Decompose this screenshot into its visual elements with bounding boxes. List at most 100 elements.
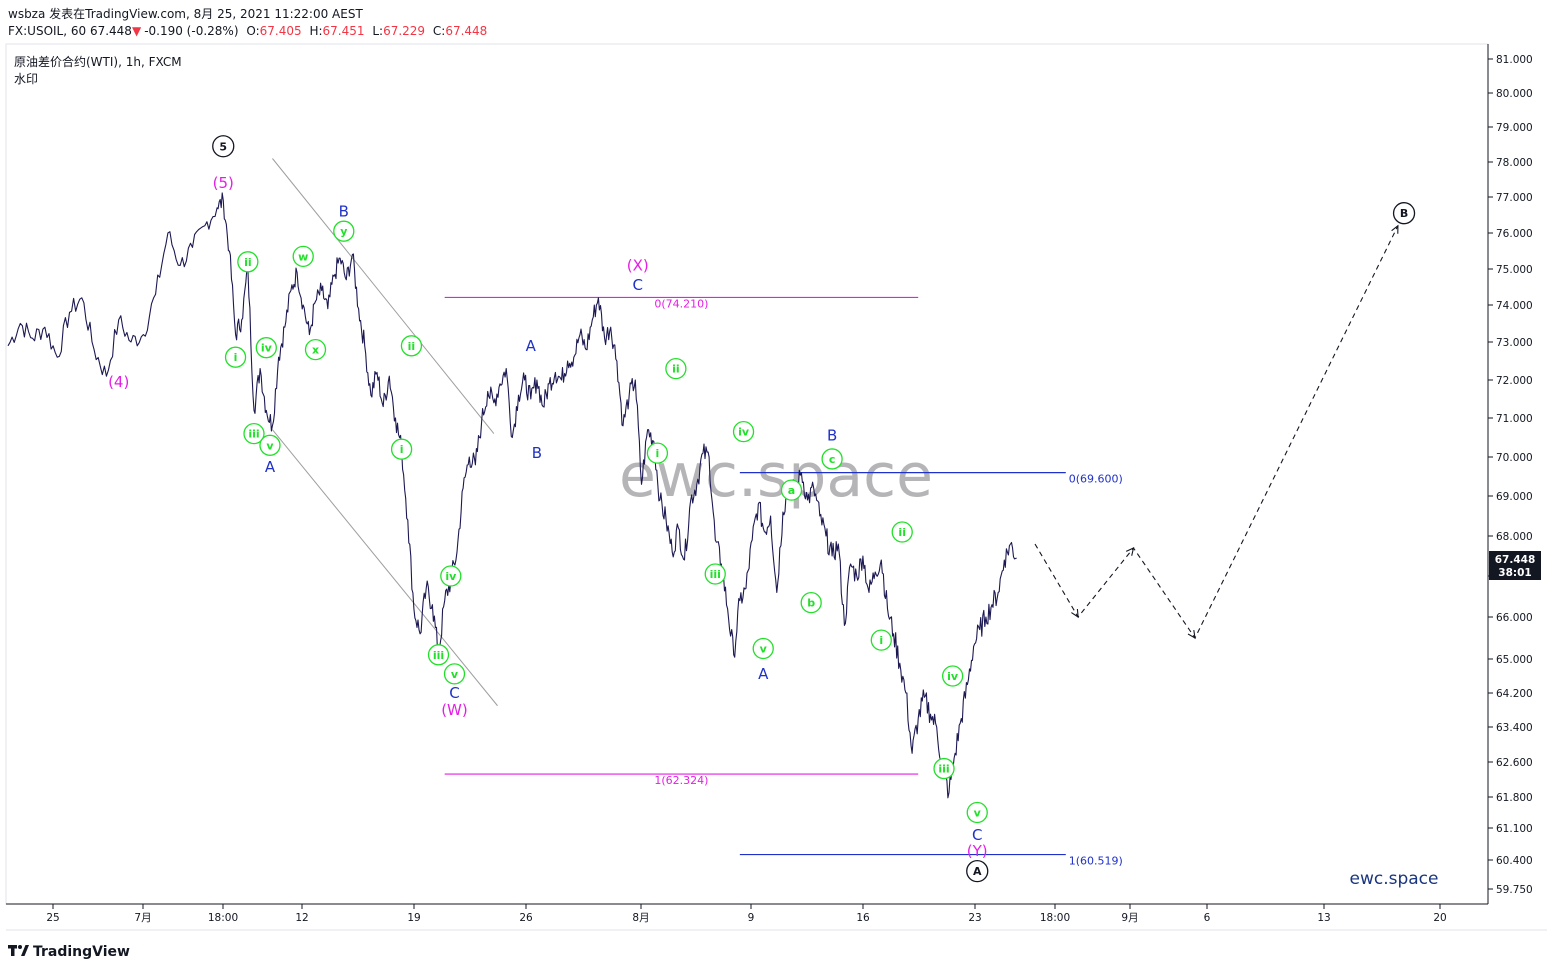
- wave-label[interactable]: ii: [400, 335, 423, 357]
- wave-label[interactable]: w: [292, 245, 314, 268]
- chart-title: 原油差价合约(WTI), 1h, FXCM: [14, 54, 182, 69]
- wave-label[interactable]: 5: [212, 135, 235, 158]
- wave-label[interactable]: iv: [732, 420, 755, 443]
- price-tick-label: 64.200: [1496, 688, 1533, 700]
- fib-level-label: 0(69.600): [1069, 473, 1123, 486]
- time-tick-label: 20: [1433, 912, 1446, 924]
- open-value: 67.405: [260, 24, 302, 38]
- wave-label-text: iv: [261, 342, 273, 355]
- wave-label[interactable]: iii: [243, 422, 265, 445]
- wave-label-text: (4): [108, 373, 129, 391]
- wave-label[interactable]: c: [821, 448, 843, 470]
- publish-info: wsbza 发表在TradingView.com, 8月 25, 2021 11…: [8, 6, 363, 21]
- wave-label-text: i: [879, 634, 883, 647]
- projection-arrow: [1391, 224, 1399, 234]
- wave-label-circle: [966, 860, 989, 883]
- current-price-box: [1489, 551, 1541, 580]
- wave-label-circle: [941, 665, 964, 687]
- wave-label-text: v: [974, 807, 982, 820]
- wave-label[interactable]: (5): [213, 174, 234, 192]
- wave-label-circle: [732, 420, 755, 443]
- wave-label-text: (Y): [967, 842, 988, 860]
- wave-label-text: (5): [213, 174, 234, 192]
- chart-subtitle: 水印: [14, 72, 38, 86]
- wave-label[interactable]: iv: [440, 565, 462, 587]
- wave-label-circle: [966, 801, 988, 824]
- wave-label-text: ii: [408, 340, 416, 353]
- wave-label-text: v: [760, 643, 768, 656]
- price-tick-label: 76.000: [1496, 228, 1533, 240]
- wave-label[interactable]: v: [443, 663, 466, 685]
- wave-label-circle: [870, 629, 892, 651]
- wave-label[interactable]: C: [449, 684, 459, 702]
- projection-path: [1034, 224, 1399, 640]
- wave-label[interactable]: b: [800, 592, 822, 614]
- wave-label[interactable]: a: [780, 479, 803, 501]
- price-tick-label: 66.000: [1496, 612, 1533, 624]
- down-arrow-icon: ▼: [132, 24, 142, 38]
- price-tick-label: 73.000: [1496, 337, 1533, 349]
- wave-label-circle: [255, 337, 277, 359]
- price-series: [7, 192, 1017, 799]
- wave-label[interactable]: v: [259, 434, 281, 456]
- projection-arrow: [1071, 608, 1079, 619]
- wave-label-text: C: [449, 684, 459, 702]
- wave-label-text: A: [265, 458, 276, 476]
- wave-label[interactable]: iii: [704, 563, 726, 585]
- price-tick-label: 71.000: [1496, 413, 1533, 425]
- wave-label-text: ii: [898, 526, 906, 539]
- projection-arrow: [1125, 547, 1135, 556]
- wave-label[interactable]: y: [333, 220, 355, 242]
- wave-label[interactable]: A: [758, 665, 769, 683]
- wave-label-circle: [443, 663, 466, 685]
- wave-label[interactable]: B: [1392, 202, 1416, 225]
- wave-label-text: ii: [672, 363, 680, 376]
- price-tick-label: 80.000: [1496, 88, 1533, 100]
- wave-label[interactable]: ii: [665, 357, 687, 380]
- wave-label[interactable]: iv: [255, 337, 277, 359]
- wave-label[interactable]: ii: [237, 251, 259, 273]
- wave-label[interactable]: i: [390, 438, 413, 460]
- corner-brand: ewc.space: [1350, 869, 1439, 889]
- wave-label[interactable]: iv: [941, 665, 964, 687]
- wave-label[interactable]: (W): [441, 701, 468, 719]
- wave-label[interactable]: (X): [627, 256, 649, 274]
- wave-label[interactable]: (Y): [967, 842, 988, 860]
- wave-label[interactable]: B: [339, 202, 349, 220]
- wave-label[interactable]: x: [304, 338, 327, 361]
- wave-label[interactable]: iii: [933, 757, 955, 780]
- fib-levels: 0(74.210) 1(62.324) 0(69.600) 1(60.519): [444, 296, 1123, 868]
- wave-label-text: iii: [938, 763, 949, 776]
- time-tick-label: 19: [407, 912, 420, 924]
- wave-label[interactable]: (4): [108, 373, 129, 391]
- symbol-label: FX:USOIL, 60: [8, 24, 90, 38]
- wave-label-text: iv: [738, 426, 750, 439]
- wave-label[interactable]: B: [827, 427, 837, 445]
- wave-label-text: 5: [219, 140, 227, 153]
- wave-label[interactable]: iii: [427, 644, 450, 666]
- wave-label-circle: [752, 637, 774, 660]
- wave-label[interactable]: i: [224, 346, 247, 368]
- wave-label-circle: [390, 438, 413, 460]
- wave-label[interactable]: C: [633, 276, 643, 294]
- price-tick-label: 78.000: [1496, 157, 1533, 169]
- wave-label[interactable]: i: [870, 629, 892, 651]
- wave-label[interactable]: A: [966, 860, 989, 883]
- wave-label[interactable]: i: [646, 442, 669, 464]
- wave-label-circle: [292, 245, 314, 268]
- wave-label[interactable]: A: [526, 337, 537, 355]
- wave-label[interactable]: ii: [891, 521, 913, 543]
- price-tick-label: 68.000: [1496, 531, 1533, 543]
- tv-logo-icon: [8, 945, 29, 956]
- wave-label[interactable]: A: [265, 458, 276, 476]
- price-change: -0.190 (-0.28%): [144, 24, 238, 38]
- wave-label[interactable]: v: [966, 801, 988, 824]
- wave-label[interactable]: v: [752, 637, 774, 660]
- tradingview-logo[interactable]: TradingView: [8, 944, 130, 960]
- plot-area[interactable]: [5, 43, 1489, 905]
- wave-label[interactable]: C: [972, 826, 982, 844]
- wave-label[interactable]: B: [532, 444, 542, 462]
- current-price-tag: 67.448 38:01: [1489, 551, 1541, 580]
- wave-label-text: i: [400, 443, 404, 456]
